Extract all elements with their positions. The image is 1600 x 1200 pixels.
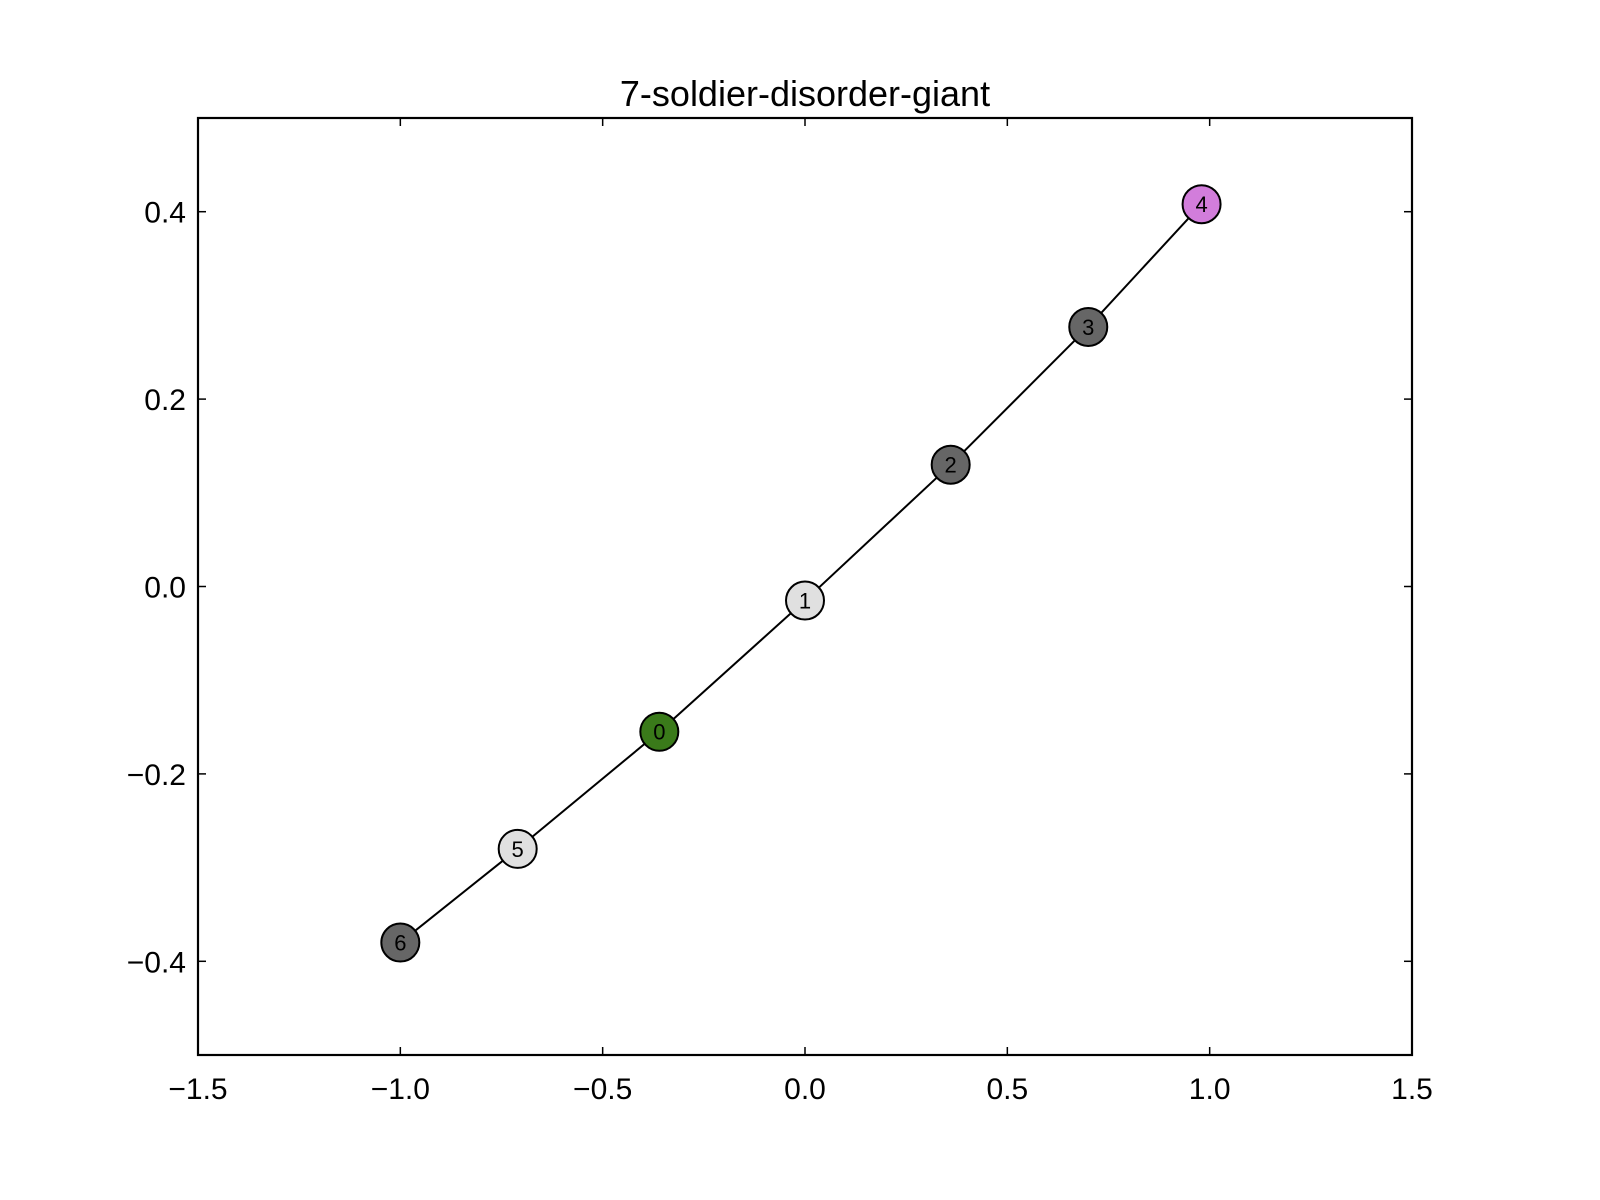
y-tick-label: −0.4 (127, 946, 186, 979)
y-tick-label: 0.4 (144, 197, 186, 230)
x-tick-label: 1.5 (1391, 1073, 1433, 1106)
graph-edge (658, 599, 806, 733)
node-label: 6 (394, 931, 406, 956)
chart-title: 7-soldier-disorder-giant (620, 73, 990, 114)
node-label: 1 (799, 589, 811, 614)
graph-node: 6 (380, 922, 421, 963)
graph-node: 5 (497, 828, 538, 869)
y-tick-label: 0.0 (144, 572, 186, 605)
y-axis: −0.4 −0.2 0.0 0.2 0.4 (127, 197, 1412, 979)
graph-node: 4 (1181, 184, 1222, 225)
node-circle (380, 922, 421, 963)
graph-node: 2 (930, 444, 971, 485)
x-tick-label: −0.5 (573, 1073, 632, 1106)
node-label: 0 (653, 720, 665, 745)
graph-node: 1 (785, 580, 825, 621)
x-tick-label: −1.5 (168, 1073, 227, 1106)
x-tick-label: −1.0 (371, 1073, 430, 1106)
x-tick-label: 0.5 (986, 1073, 1028, 1106)
graph-edge (949, 326, 1089, 466)
node-label: 5 (512, 837, 524, 862)
node-label: 2 (945, 453, 957, 478)
node-circle (639, 711, 680, 752)
node-circle (785, 580, 825, 621)
node-circle (930, 444, 971, 485)
x-axis: −1.5 −1.0 −0.5 0.0 0.5 1.0 1.5 (168, 118, 1433, 1106)
edges-layer (399, 203, 1203, 944)
nodes-layer: 6 5 0 1 2 3 4 (380, 184, 1222, 963)
graph-edge (804, 463, 952, 602)
node-label: 4 (1195, 192, 1207, 217)
node-label: 3 (1082, 315, 1094, 340)
node-circle (497, 828, 538, 869)
graph-node: 3 (1068, 306, 1109, 347)
y-tick-label: 0.2 (144, 384, 186, 417)
graph-edge (517, 730, 660, 850)
node-circle (1181, 184, 1222, 225)
x-tick-label: 1.0 (1189, 1073, 1231, 1106)
x-tick-label: 0.0 (784, 1073, 826, 1106)
y-tick-label: −0.2 (127, 759, 186, 792)
graph-node: 0 (639, 711, 680, 752)
graph-edge (1087, 203, 1203, 328)
graph-edge (399, 848, 519, 944)
node-circle (1068, 306, 1109, 347)
